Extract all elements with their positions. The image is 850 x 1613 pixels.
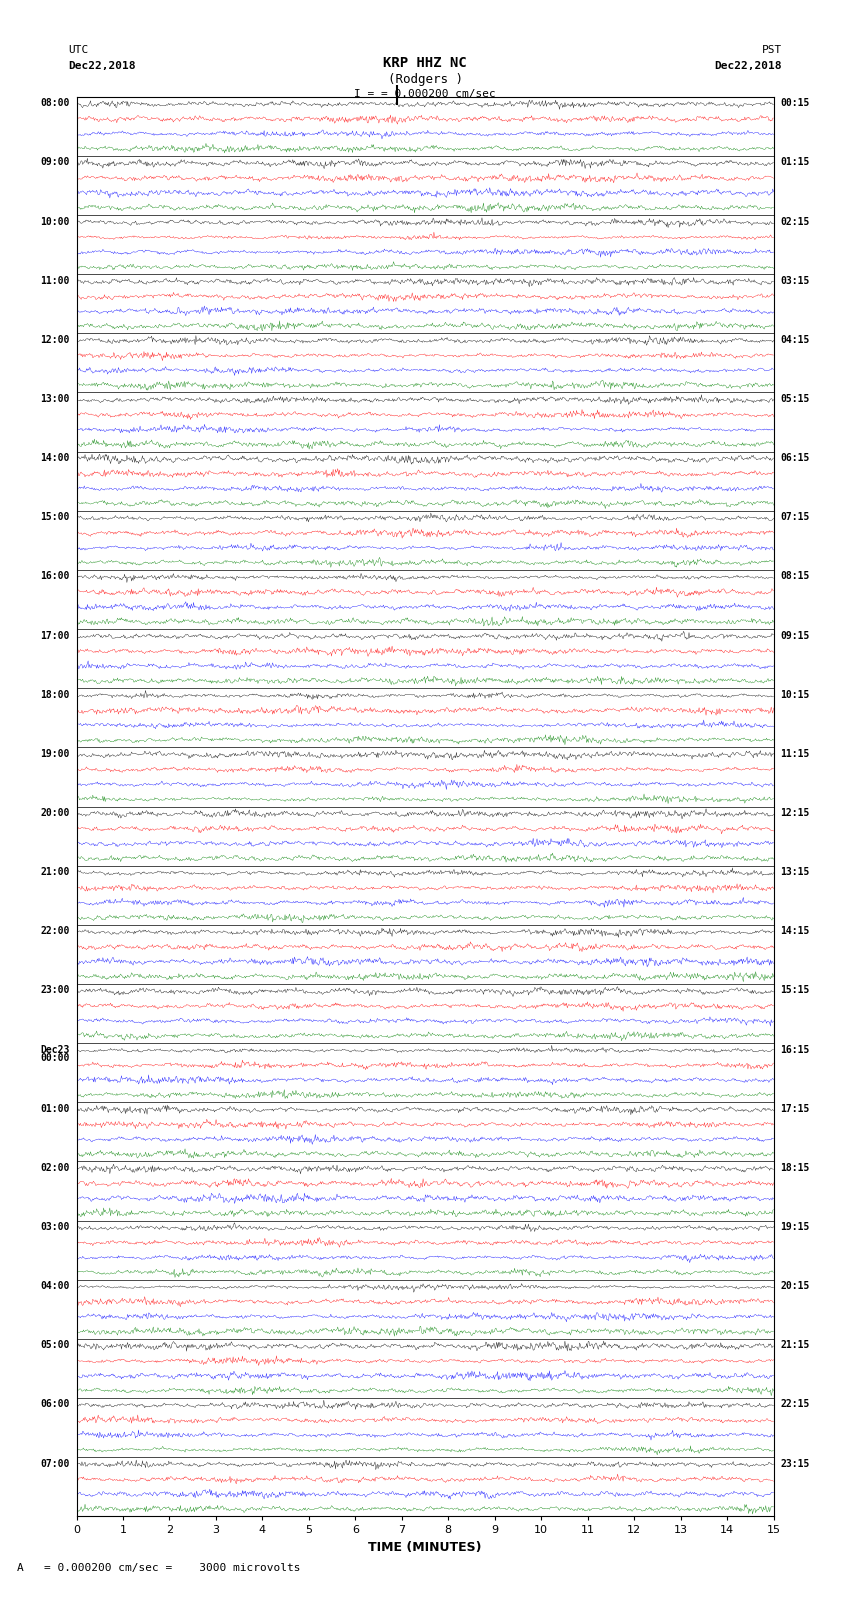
- X-axis label: TIME (MINUTES): TIME (MINUTES): [368, 1540, 482, 1553]
- Text: 20:00: 20:00: [40, 808, 70, 818]
- Text: 10:00: 10:00: [40, 216, 70, 226]
- Text: 16:15: 16:15: [780, 1045, 810, 1055]
- Text: 08:00: 08:00: [40, 98, 70, 108]
- Text: 09:00: 09:00: [40, 158, 70, 168]
- Text: 22:00: 22:00: [40, 926, 70, 936]
- Text: 19:00: 19:00: [40, 748, 70, 758]
- Text: 03:00: 03:00: [40, 1223, 70, 1232]
- Text: 02:00: 02:00: [40, 1163, 70, 1173]
- Text: 18:00: 18:00: [40, 690, 70, 700]
- Text: 16:00: 16:00: [40, 571, 70, 581]
- Text: 11:00: 11:00: [40, 276, 70, 286]
- Text: 10:15: 10:15: [780, 690, 810, 700]
- Text: 00:15: 00:15: [780, 98, 810, 108]
- Text: 17:00: 17:00: [40, 631, 70, 640]
- Text: 05:15: 05:15: [780, 394, 810, 403]
- Text: 06:00: 06:00: [40, 1400, 70, 1410]
- Text: 14:00: 14:00: [40, 453, 70, 463]
- Text: KRP HHZ NC: KRP HHZ NC: [383, 56, 467, 71]
- Text: 12:15: 12:15: [780, 808, 810, 818]
- Text: Dec23: Dec23: [40, 1045, 70, 1055]
- Text: 01:00: 01:00: [40, 1103, 70, 1113]
- Text: (Rodgers ): (Rodgers ): [388, 73, 462, 85]
- Text: 14:15: 14:15: [780, 926, 810, 936]
- Text: 19:15: 19:15: [780, 1223, 810, 1232]
- Text: 04:15: 04:15: [780, 336, 810, 345]
- Text: 05:00: 05:00: [40, 1340, 70, 1350]
- Text: 07:00: 07:00: [40, 1458, 70, 1468]
- Text: 20:15: 20:15: [780, 1281, 810, 1290]
- Text: 21:00: 21:00: [40, 868, 70, 877]
- Text: PST: PST: [762, 45, 782, 55]
- Text: 15:00: 15:00: [40, 513, 70, 523]
- Text: 11:15: 11:15: [780, 748, 810, 758]
- Text: 22:15: 22:15: [780, 1400, 810, 1410]
- Text: 13:15: 13:15: [780, 868, 810, 877]
- Text: I = = 0.000200 cm/sec: I = = 0.000200 cm/sec: [354, 89, 496, 98]
- Text: 09:15: 09:15: [780, 631, 810, 640]
- Text: 23:00: 23:00: [40, 986, 70, 995]
- Text: 23:15: 23:15: [780, 1458, 810, 1468]
- Text: 21:15: 21:15: [780, 1340, 810, 1350]
- Text: Dec22,2018: Dec22,2018: [715, 61, 782, 71]
- Text: UTC: UTC: [68, 45, 88, 55]
- Text: 13:00: 13:00: [40, 394, 70, 403]
- Text: 18:15: 18:15: [780, 1163, 810, 1173]
- Text: 06:15: 06:15: [780, 453, 810, 463]
- Text: 03:15: 03:15: [780, 276, 810, 286]
- Text: Dec22,2018: Dec22,2018: [68, 61, 135, 71]
- Text: 01:15: 01:15: [780, 158, 810, 168]
- Text: 17:15: 17:15: [780, 1103, 810, 1113]
- Text: 08:15: 08:15: [780, 571, 810, 581]
- Text: 00:00: 00:00: [40, 1053, 70, 1063]
- Text: 07:15: 07:15: [780, 513, 810, 523]
- Text: A   = 0.000200 cm/sec =    3000 microvolts: A = 0.000200 cm/sec = 3000 microvolts: [17, 1563, 301, 1573]
- Text: 04:00: 04:00: [40, 1281, 70, 1290]
- Text: 02:15: 02:15: [780, 216, 810, 226]
- Text: 12:00: 12:00: [40, 336, 70, 345]
- Text: 15:15: 15:15: [780, 986, 810, 995]
